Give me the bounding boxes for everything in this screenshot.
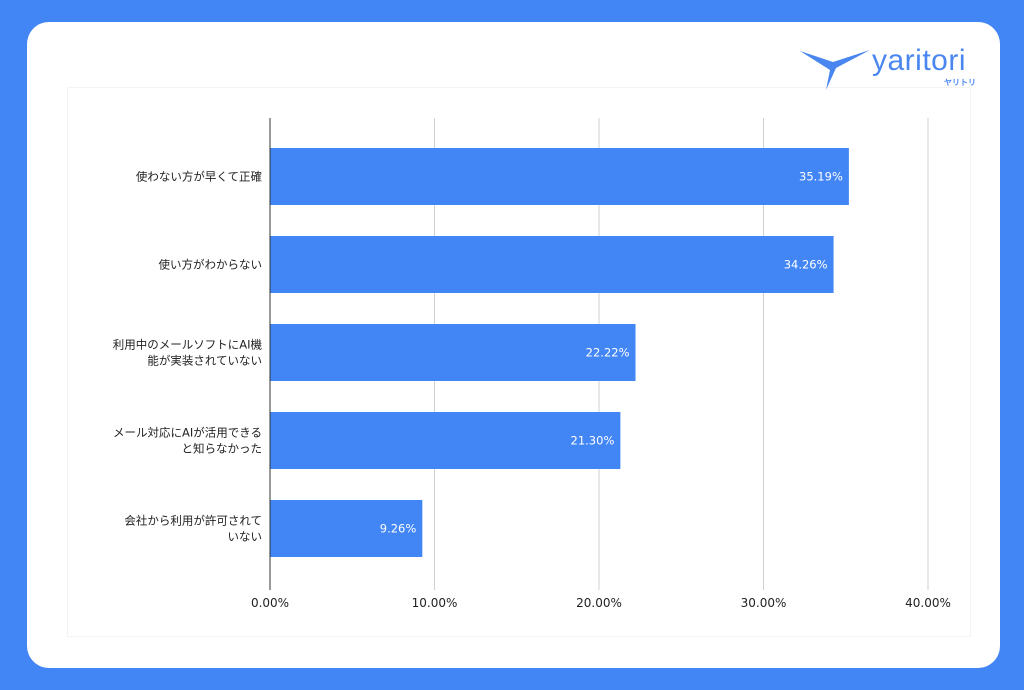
bar xyxy=(270,236,834,293)
data-label: 35.19% xyxy=(799,170,843,184)
bar xyxy=(270,500,423,557)
bar xyxy=(270,412,621,469)
x-tick-label: 0.00% xyxy=(251,596,289,610)
logo-kana: ヤリトリ xyxy=(944,78,976,87)
x-tick-label: 40.00% xyxy=(905,596,951,610)
data-label: 22.22% xyxy=(586,346,630,360)
bar xyxy=(270,148,849,205)
category-label: メール対応にAIが活用できる xyxy=(113,426,262,440)
category-label: いない xyxy=(228,530,263,544)
category-label: 使わない方が早くて正確 xyxy=(136,170,262,184)
data-label: 21.30% xyxy=(571,434,615,448)
yaritori-logo-icon xyxy=(800,50,870,90)
data-label: 9.26% xyxy=(380,522,417,536)
x-tick-label: 20.00% xyxy=(576,596,622,610)
logo-text: yaritori xyxy=(872,44,967,77)
category-label: 使い方がわからない xyxy=(159,258,263,272)
x-tick-label: 30.00% xyxy=(741,596,787,610)
x-tick-label: 10.00% xyxy=(412,596,458,610)
category-label: 会社から利用が許可されて xyxy=(124,514,262,528)
data-label: 34.26% xyxy=(784,258,828,272)
category-label: 能が実装されていない xyxy=(147,354,262,368)
category-label: 利用中のメールソフトにAI機 xyxy=(113,338,263,352)
bar xyxy=(270,324,636,381)
category-label: と知らなかった xyxy=(182,442,263,456)
